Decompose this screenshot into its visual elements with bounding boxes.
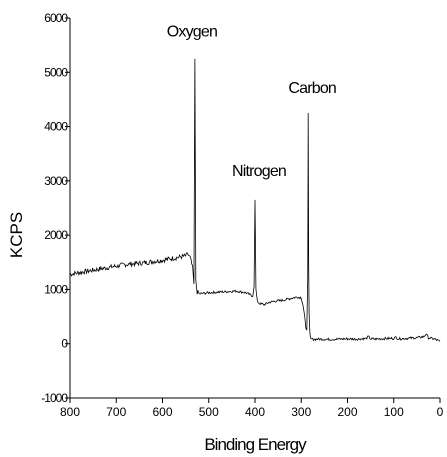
y-tick-label: 3000 (44, 174, 68, 188)
peak-label-oxygen: Oxygen (167, 24, 217, 41)
x-tick-label: 600 (152, 405, 172, 419)
y-tick-label: -1000 (41, 391, 68, 405)
series-layer (69, 58, 441, 342)
y-tick-label: 0 (61, 337, 68, 351)
x-tick-label: 400 (245, 405, 265, 419)
y-tick-label: 6000 (44, 11, 68, 25)
x-tick-label: 300 (291, 405, 311, 419)
annotations: Oxygen Nitrogen Carbon (167, 24, 337, 180)
spectrum-line (69, 58, 441, 342)
y-tick-label: 5000 (44, 65, 68, 79)
y-tick-label: 1000 (44, 282, 68, 296)
peak-label-nitrogen: Nitrogen (232, 163, 286, 180)
y-tick-label: 4000 (44, 120, 68, 134)
y-tick-label: 2000 (44, 228, 68, 242)
x-tick-label: 100 (384, 405, 404, 419)
x-tick-label: 700 (106, 405, 126, 419)
x-tick-label: 0 (437, 405, 444, 419)
x-axis-title: Binding Energy (204, 435, 307, 454)
ticks: 800 700 600 500 400 300 200 100 0-10000100020003… (41, 11, 443, 419)
y-axis-title: KCPS (7, 212, 26, 258)
peak-label-carbon: Carbon (288, 80, 336, 97)
x-tick-label: 200 (337, 405, 357, 419)
x-tick-label: 800 (60, 405, 80, 419)
x-tick-label: 500 (199, 405, 219, 419)
